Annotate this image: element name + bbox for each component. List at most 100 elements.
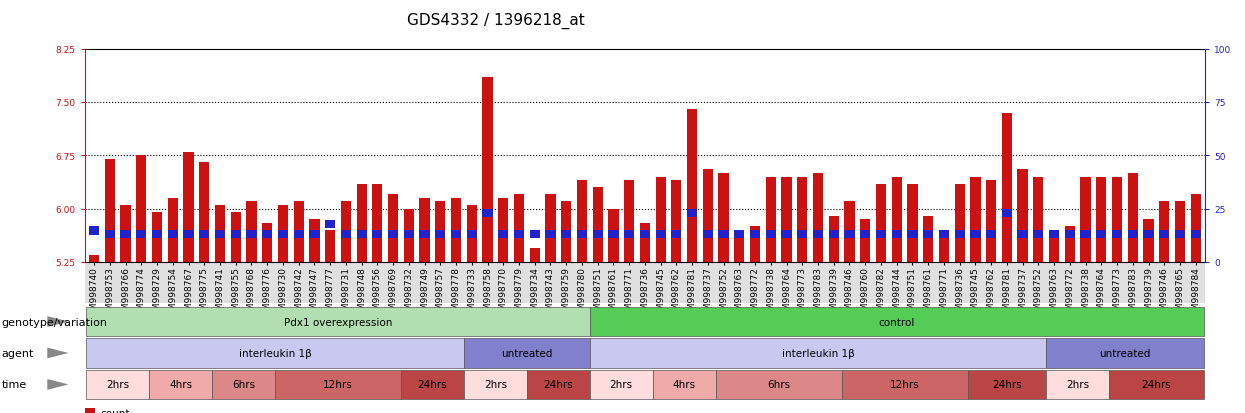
Bar — [436, 230, 446, 239]
Bar — [451, 230, 461, 239]
Bar — [939, 230, 949, 262]
Text: 24hrs: 24hrs — [1142, 380, 1172, 389]
Bar — [199, 230, 209, 239]
Text: 2hrs: 2hrs — [484, 380, 507, 389]
Bar — [356, 184, 367, 262]
Bar — [1159, 202, 1169, 262]
Bar — [923, 216, 934, 262]
Bar — [278, 230, 288, 239]
Bar — [671, 181, 681, 262]
Text: 24hrs: 24hrs — [544, 380, 573, 389]
Bar — [813, 230, 823, 239]
Bar — [687, 209, 697, 218]
Bar — [1143, 220, 1154, 262]
Bar — [970, 177, 981, 262]
Bar — [498, 230, 508, 239]
Bar — [372, 230, 382, 239]
Bar — [215, 206, 225, 262]
Bar — [325, 221, 335, 229]
Bar — [467, 230, 477, 239]
Bar — [1033, 230, 1043, 239]
Bar — [656, 177, 666, 262]
Text: count: count — [101, 408, 131, 413]
Bar — [702, 230, 713, 239]
Text: 2hrs: 2hrs — [610, 380, 632, 389]
Bar — [467, 206, 477, 262]
Bar — [1128, 230, 1138, 239]
Bar — [152, 213, 162, 262]
Bar — [263, 230, 273, 239]
Text: 6hrs: 6hrs — [232, 380, 255, 389]
Bar — [891, 230, 901, 239]
Bar — [403, 230, 415, 239]
Bar — [1128, 173, 1138, 262]
Bar — [749, 227, 761, 262]
Bar — [955, 230, 965, 239]
Bar — [436, 202, 446, 262]
Bar — [278, 206, 288, 262]
Text: agent: agent — [1, 348, 34, 358]
Text: 12hrs: 12hrs — [324, 380, 352, 389]
Bar — [624, 181, 634, 262]
Bar — [593, 230, 603, 239]
Bar — [388, 195, 398, 262]
Bar — [1064, 230, 1074, 239]
Bar — [215, 230, 225, 239]
Bar — [88, 255, 100, 262]
Bar — [860, 230, 870, 239]
Bar — [168, 198, 178, 262]
Bar — [1050, 230, 1059, 239]
Bar — [121, 206, 131, 262]
Bar — [152, 230, 162, 239]
Bar — [183, 230, 194, 239]
Bar — [1096, 177, 1107, 262]
Bar — [797, 230, 808, 239]
Bar — [183, 152, 194, 262]
Bar — [1159, 230, 1169, 239]
Text: time: time — [1, 380, 26, 389]
Bar — [718, 230, 728, 239]
Bar — [341, 202, 351, 262]
Bar — [718, 173, 728, 262]
Bar — [230, 230, 240, 239]
Bar — [514, 195, 524, 262]
Bar — [545, 195, 555, 262]
Bar — [875, 184, 886, 262]
Bar — [420, 230, 430, 239]
Bar — [844, 202, 854, 262]
Bar — [923, 230, 934, 239]
Bar — [529, 248, 540, 262]
Text: untreated: untreated — [1099, 348, 1150, 358]
Bar — [514, 230, 524, 239]
Bar — [656, 230, 666, 239]
Bar — [955, 184, 965, 262]
Bar — [875, 230, 886, 239]
Text: 4hrs: 4hrs — [169, 380, 192, 389]
Bar — [908, 184, 918, 262]
Bar — [1017, 230, 1027, 239]
Bar — [1064, 227, 1074, 262]
Bar — [891, 177, 901, 262]
Bar — [908, 230, 918, 239]
Bar — [1175, 202, 1185, 262]
Bar — [105, 159, 115, 262]
Bar — [498, 198, 508, 262]
Bar — [325, 230, 335, 262]
Bar — [545, 230, 555, 239]
Bar — [860, 220, 870, 262]
Bar — [797, 177, 808, 262]
Bar — [1096, 230, 1107, 239]
Bar — [735, 230, 745, 239]
Bar — [640, 230, 650, 239]
Text: 24hrs: 24hrs — [992, 380, 1022, 389]
Bar — [576, 181, 588, 262]
Text: control: control — [879, 317, 915, 327]
Bar — [136, 156, 147, 262]
Text: 12hrs: 12hrs — [890, 380, 920, 389]
Bar — [844, 230, 854, 239]
Bar — [168, 230, 178, 239]
Bar — [609, 230, 619, 239]
Bar — [88, 227, 100, 235]
Bar — [136, 230, 147, 239]
Text: 2hrs: 2hrs — [1066, 380, 1089, 389]
